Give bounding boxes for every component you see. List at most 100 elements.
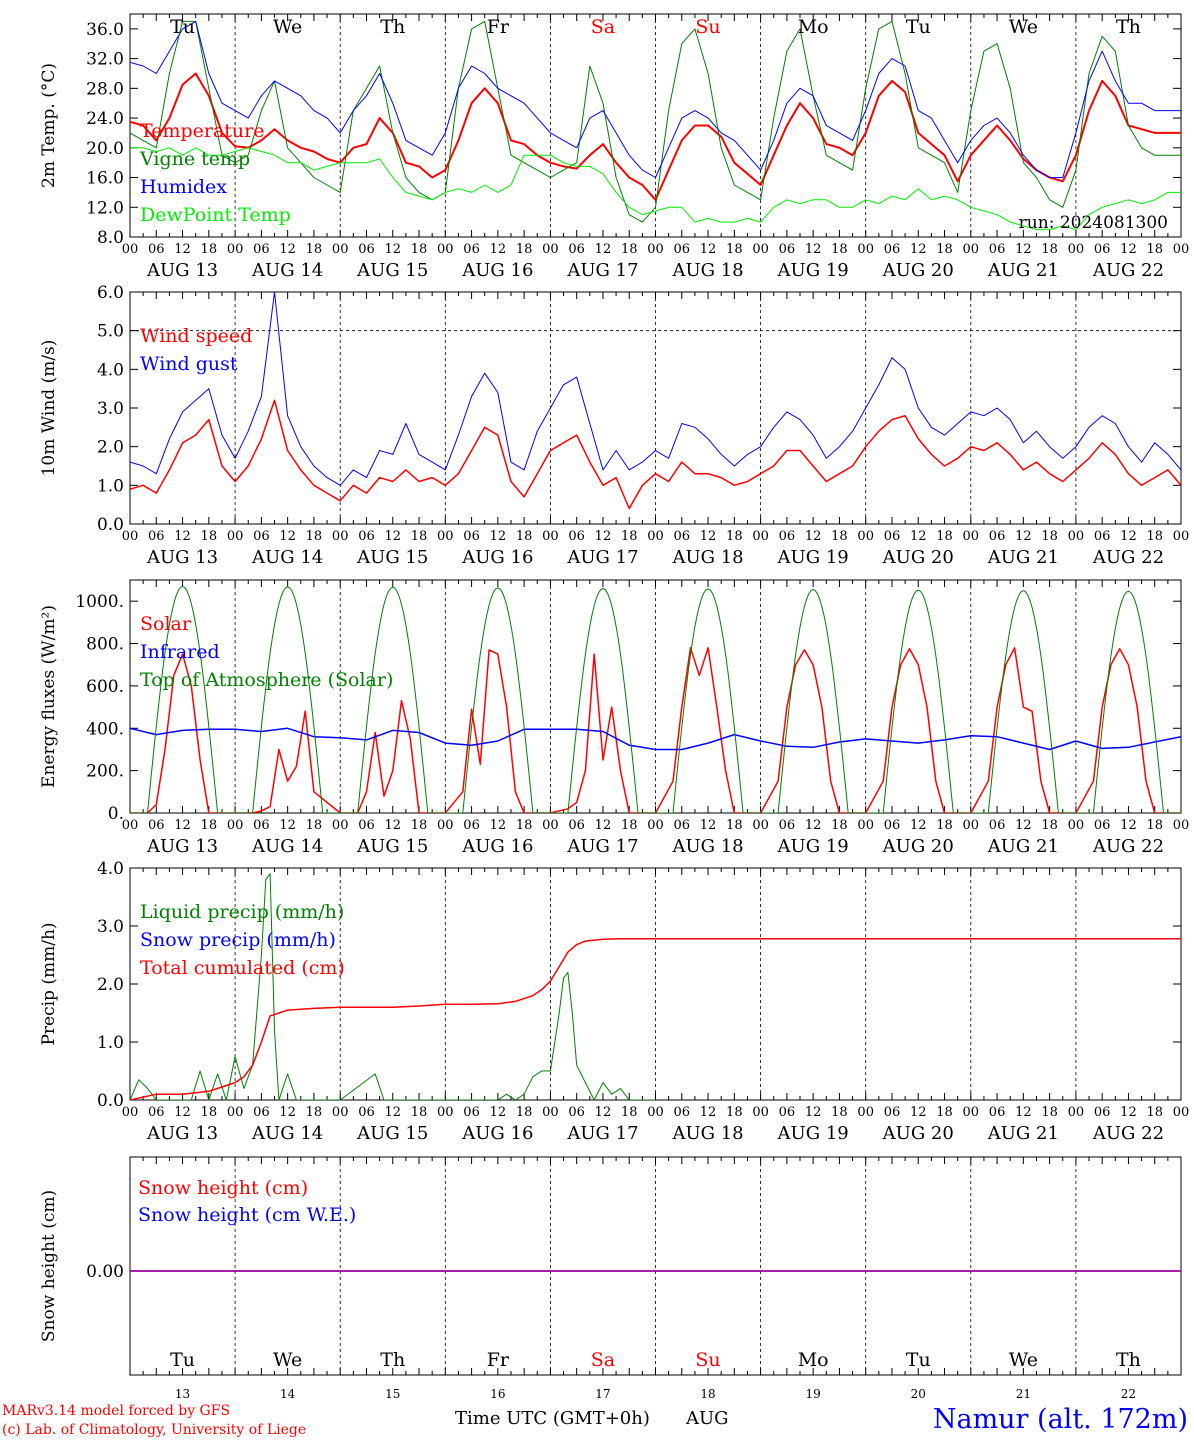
x-hour-label: 06 (463, 818, 480, 833)
x-hour-label: 06 (358, 529, 375, 544)
x-hour-label: 00 (437, 529, 454, 544)
x-hour-label: 00 (857, 1105, 874, 1120)
x-date-label: AUG 16 (461, 260, 533, 281)
x-hour-label: 00 (647, 818, 664, 833)
x-hour-label: 00 (227, 818, 244, 833)
x-hour-label: 12 (910, 242, 927, 257)
x-hour-label: 00 (1173, 1105, 1190, 1120)
x-hour-label: 18 (936, 242, 953, 257)
series-line-1 (130, 292, 1181, 486)
x-date-label: AUG 21 (987, 1123, 1059, 1144)
y-axis-label: 10m Wind (m/s) (39, 340, 59, 477)
x-axis-month: AUG (685, 1408, 729, 1429)
x-hour-label: 18 (621, 529, 638, 544)
y-tick-label: 2.0 (97, 438, 124, 458)
x-date-label: AUG 19 (777, 260, 849, 281)
series-line-1 (130, 727, 1181, 751)
x-date-label: AUG 15 (356, 836, 428, 857)
x-hour-label: 06 (463, 529, 480, 544)
y-tick-label: 4.0 (97, 859, 124, 879)
y-tick-label: 800. (86, 635, 124, 655)
day-number: 19 (806, 1387, 821, 1401)
x-hour-label: 18 (831, 242, 848, 257)
series-line-2 (130, 585, 1181, 813)
x-hour-label: 18 (831, 818, 848, 833)
x-hour-label: 12 (490, 1105, 507, 1120)
x-date-label: AUG 20 (882, 260, 954, 281)
x-hour-label: 06 (674, 1105, 691, 1120)
x-hour-label: 12 (805, 242, 822, 257)
legend-entry: DewPoint Temp (140, 204, 291, 226)
x-hour-label: 06 (884, 1105, 901, 1120)
legend-entry: Total cumulated (cm) (140, 957, 345, 979)
x-hour-label: 18 (831, 529, 848, 544)
day-name-bottom: Fr (487, 1349, 510, 1371)
station-title: Namur (alt. 172m) (933, 1404, 1188, 1435)
day-name-top: We (1009, 16, 1038, 38)
x-hour-label: 18 (936, 529, 953, 544)
x-hour-label: 00 (963, 529, 980, 544)
x-date-label: AUG 17 (566, 836, 638, 857)
x-hour-label: 00 (122, 818, 139, 833)
day-name-top: Fr (487, 16, 510, 38)
day-name-top: Th (1116, 16, 1141, 38)
x-hour-label: 06 (253, 1105, 270, 1120)
x-date-label: AUG 13 (146, 547, 218, 568)
x-hour-label: 12 (1120, 818, 1137, 833)
y-tick-label: 1.0 (97, 1033, 124, 1053)
x-date-label: AUG 13 (146, 1123, 218, 1144)
x-hour-label: 18 (411, 529, 428, 544)
x-hour-label: 12 (805, 1105, 822, 1120)
legend-entry: Snow precip (mm/h) (140, 929, 336, 951)
x-hour-label: 12 (279, 529, 296, 544)
x-date-label: AUG 15 (356, 260, 428, 281)
x-hour-label: 12 (1015, 1105, 1032, 1120)
x-hour-label: 00 (332, 818, 349, 833)
x-hour-label: 00 (857, 529, 874, 544)
x-hour-label: 06 (358, 1105, 375, 1120)
x-hour-label: 06 (779, 242, 796, 257)
x-hour-label: 00 (647, 1105, 664, 1120)
x-date-label: AUG 14 (251, 547, 323, 568)
x-hour-label: 12 (700, 529, 717, 544)
x-date-label: AUG 22 (1092, 260, 1164, 281)
series-line-0 (130, 72, 1181, 201)
x-hour-label: 12 (384, 242, 401, 257)
x-date-label: AUG 15 (356, 547, 428, 568)
x-date-label: AUG 18 (671, 836, 743, 857)
y-tick-label: 28.0 (86, 79, 124, 99)
y-tick-label: 0.0 (97, 1091, 124, 1111)
x-hour-label: 00 (963, 818, 980, 833)
x-hour-label: 12 (595, 1105, 612, 1120)
y-tick-label: 1.0 (97, 476, 124, 496)
x-hour-label: 18 (516, 242, 533, 257)
x-hour-label: 12 (700, 818, 717, 833)
plot-area (130, 873, 1181, 1100)
series-line-1 (130, 20, 1181, 223)
x-hour-label: 12 (490, 242, 507, 257)
series-line-0 (130, 399, 1181, 510)
x-hour-label: 18 (621, 818, 638, 833)
x-hour-label: 00 (1173, 529, 1190, 544)
day-name-bottom: Tu (170, 1349, 195, 1371)
x-hour-label: 18 (1146, 818, 1163, 833)
day-name-top: Th (380, 16, 405, 38)
legend-entry: Wind gust (140, 353, 238, 375)
day-name-top: Su (695, 16, 720, 38)
x-hour-label: 06 (148, 242, 165, 257)
x-hour-label: 18 (201, 242, 218, 257)
x-hour-label: 12 (279, 242, 296, 257)
x-hour-label: 12 (805, 818, 822, 833)
x-hour-label: 12 (1120, 529, 1137, 544)
x-date-label: AUG 17 (566, 260, 638, 281)
y-tick-label: 400. (86, 719, 124, 739)
x-hour-label: 06 (1094, 818, 1111, 833)
x-hour-label: 00 (332, 529, 349, 544)
x-hour-label: 06 (148, 1105, 165, 1120)
x-hour-label: 06 (148, 529, 165, 544)
x-hour-label: 18 (1146, 1105, 1163, 1120)
x-hour-label: 00 (752, 1105, 769, 1120)
x-hour-label: 18 (411, 1105, 428, 1120)
x-date-label: AUG 21 (987, 260, 1059, 281)
day-name-bottom: We (273, 1349, 302, 1371)
